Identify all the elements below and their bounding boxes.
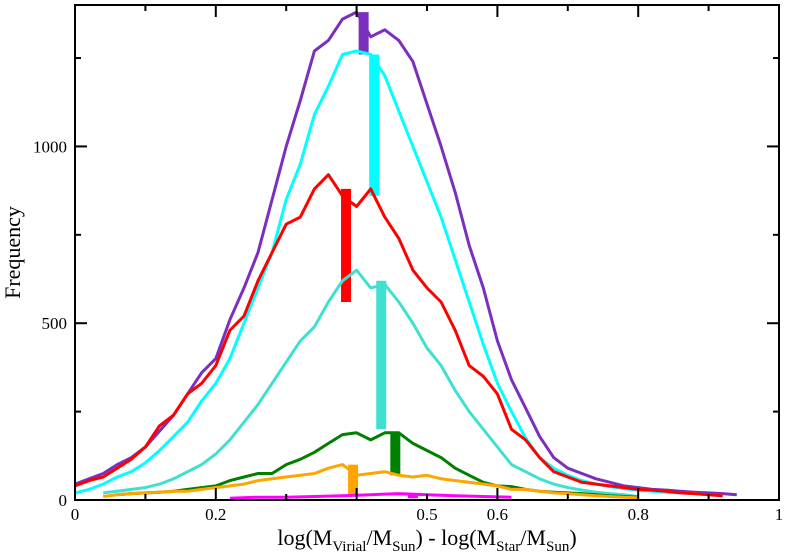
y-tick-label: 0 xyxy=(59,491,68,510)
series-line-3 xyxy=(103,268,639,498)
x-axis-title-part: Virial xyxy=(332,539,366,555)
series-line-4 xyxy=(117,431,639,499)
series-line-5 xyxy=(103,463,639,500)
x-axis-title-part: Star xyxy=(496,539,520,555)
axis-ticks xyxy=(74,5,780,501)
y-axis-title: Frequency xyxy=(0,206,25,299)
y-tick-label: 500 xyxy=(42,314,68,333)
x-axis-title-part: log(M xyxy=(277,525,332,550)
x-tick-label: 0.6 xyxy=(487,505,508,524)
median-markers xyxy=(341,12,418,499)
x-axis-title: log(MVirial/MSun) - log(MStar/MSun) xyxy=(277,525,576,555)
x-tick-labels: 0 0.2 0.5 0.6 0.8 1 xyxy=(71,505,784,524)
x-axis-title-part: /M xyxy=(520,525,546,550)
plot-frame xyxy=(74,4,780,501)
x-tick-label: 0 xyxy=(71,505,80,524)
x-axis-title-part: Sun xyxy=(546,539,570,555)
x-tick-label: 0.2 xyxy=(205,505,226,524)
x-axis-title-part: Sun xyxy=(392,539,416,555)
y-tick-label: 1000 xyxy=(33,137,67,156)
x-tick-label: 0.5 xyxy=(416,505,437,524)
x-tick-label: 1 xyxy=(775,505,784,524)
x-axis-title-part: ) - log(M xyxy=(415,525,496,550)
series-line-6 xyxy=(229,492,512,500)
y-tick-labels: 0 500 1000 xyxy=(33,137,67,510)
x-axis-title-part: ) xyxy=(569,525,576,550)
series-line-2 xyxy=(74,173,723,498)
series-line-1 xyxy=(74,49,723,498)
x-tick-label: 0.8 xyxy=(628,505,649,524)
x-axis-title-part: /M xyxy=(366,525,392,550)
series-lines xyxy=(74,10,737,500)
